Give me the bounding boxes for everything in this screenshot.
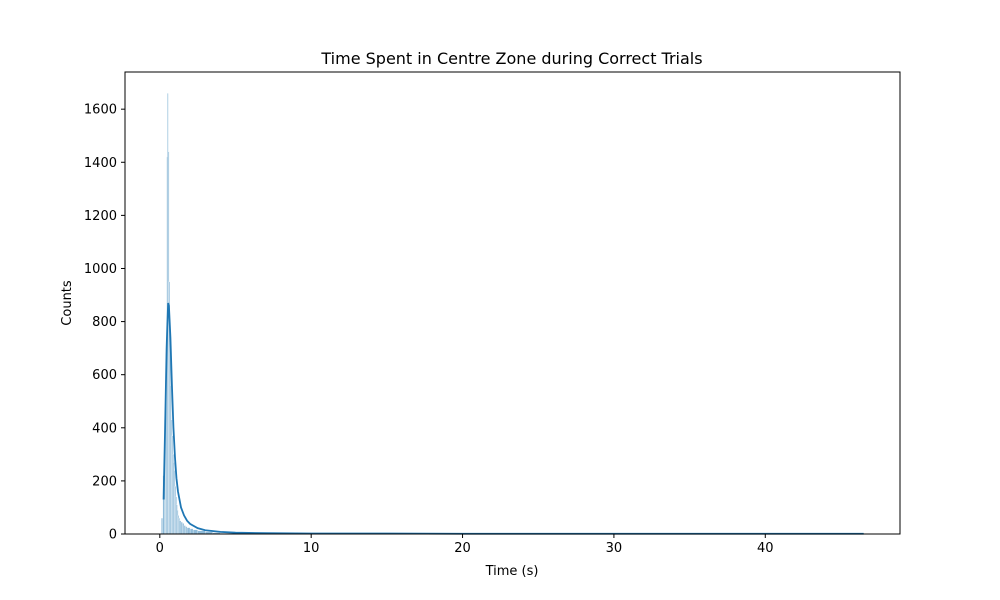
x-tick-label: 0 [156, 541, 164, 556]
y-tick-label: 1400 [84, 156, 117, 171]
y-tick-label: 400 [92, 421, 117, 436]
histogram-bar [185, 526, 188, 535]
histogram-bar [183, 525, 186, 535]
y-tick-label: 1000 [84, 262, 117, 277]
histogram-bar [161, 517, 163, 535]
plot-area-frame [124, 71, 901, 535]
x-tick-label: 20 [454, 541, 471, 556]
y-tick-label: 0 [109, 528, 117, 543]
histogram-bar [192, 529, 198, 535]
histogram-bar [179, 520, 182, 535]
histogram-bar [180, 521, 183, 535]
x-axis-label: Time (s) [485, 564, 539, 579]
y-axis-ticks: 0 200 400 600 800 1000 1200 1400 1600 [84, 103, 125, 543]
x-tick-label: 40 [757, 541, 774, 556]
y-tick-label: 200 [92, 474, 117, 489]
histogram-bar [182, 523, 185, 535]
histogram-bar [186, 527, 191, 535]
kde-line [162, 302, 864, 535]
x-tick-label: 10 [303, 541, 320, 556]
histogram-bar [189, 528, 194, 535]
y-tick-label: 600 [92, 368, 117, 383]
y-axis-label: Counts [60, 280, 75, 326]
x-axis-ticks: 0 10 20 30 40 [156, 534, 774, 556]
y-tick-label: 800 [92, 315, 117, 330]
chart-title: Time Spent in Centre Zone during Correct… [320, 49, 702, 68]
y-tick-label: 1600 [84, 103, 117, 118]
y-tick-label: 1200 [84, 209, 117, 224]
x-tick-label: 30 [606, 541, 623, 556]
